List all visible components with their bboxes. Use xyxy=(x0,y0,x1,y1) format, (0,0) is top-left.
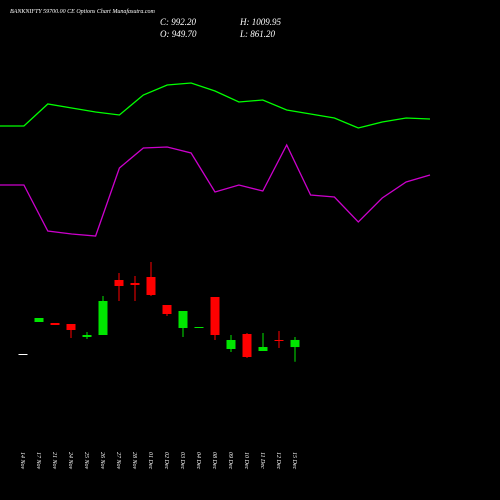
candle-body xyxy=(130,283,140,285)
candle-body xyxy=(82,335,92,337)
x-tick-label: 03 Dec xyxy=(179,452,185,469)
candle-body xyxy=(242,334,252,357)
candle-body xyxy=(210,297,220,335)
x-tick-label: 12 Dec xyxy=(275,452,281,469)
candle-body xyxy=(194,327,204,328)
candle-body xyxy=(34,318,44,322)
candle-body xyxy=(66,324,76,330)
candle-body xyxy=(162,305,172,314)
candle-body xyxy=(258,347,268,351)
x-tick-label: 01 Dec xyxy=(147,452,153,469)
candle-body xyxy=(114,280,124,286)
candle-body xyxy=(98,301,108,335)
indicator-line xyxy=(0,82,431,129)
candle-body xyxy=(146,277,156,295)
ohlc-label: H: 1009.95 xyxy=(239,17,281,27)
x-tick-label: 02 Dec xyxy=(163,452,169,469)
x-tick-label: 17 Nov xyxy=(35,452,41,470)
candle-body xyxy=(178,311,188,328)
x-tick-label: 26 Nov xyxy=(99,452,105,470)
indicator-line xyxy=(0,143,431,237)
candle-body xyxy=(226,340,236,349)
x-tick-label: 14 Nov xyxy=(19,452,26,470)
ohlc-label: C: 992.20 xyxy=(160,17,197,27)
candle-body xyxy=(290,339,300,348)
x-tick-label: 08 Dec xyxy=(211,452,217,469)
x-tick-label: 10 Dec xyxy=(243,452,249,469)
x-tick-label: 04 Dec xyxy=(195,452,202,469)
x-tick-label: 21 Nov xyxy=(51,452,57,470)
x-tick-label: 15 Dec xyxy=(291,452,297,469)
ohlc-label: L: 861.20 xyxy=(239,29,276,39)
candle-body xyxy=(50,323,60,325)
x-tick-label: 09 Dec xyxy=(227,452,233,469)
candle-body xyxy=(18,354,28,355)
x-tick-label: 11 Dec xyxy=(259,452,265,469)
x-tick-label: 28 Nov xyxy=(131,452,137,470)
x-tick-label: 25 Nov xyxy=(83,452,89,470)
chart-title: BANKNIFTY 59700.00 CE Options Chart Muna… xyxy=(10,8,156,15)
ohlc-label: O: 949.70 xyxy=(160,29,197,39)
x-tick-label: 24 Nov xyxy=(67,452,74,470)
x-tick-label: 27 Nov xyxy=(115,452,121,470)
candle-body xyxy=(274,340,284,341)
